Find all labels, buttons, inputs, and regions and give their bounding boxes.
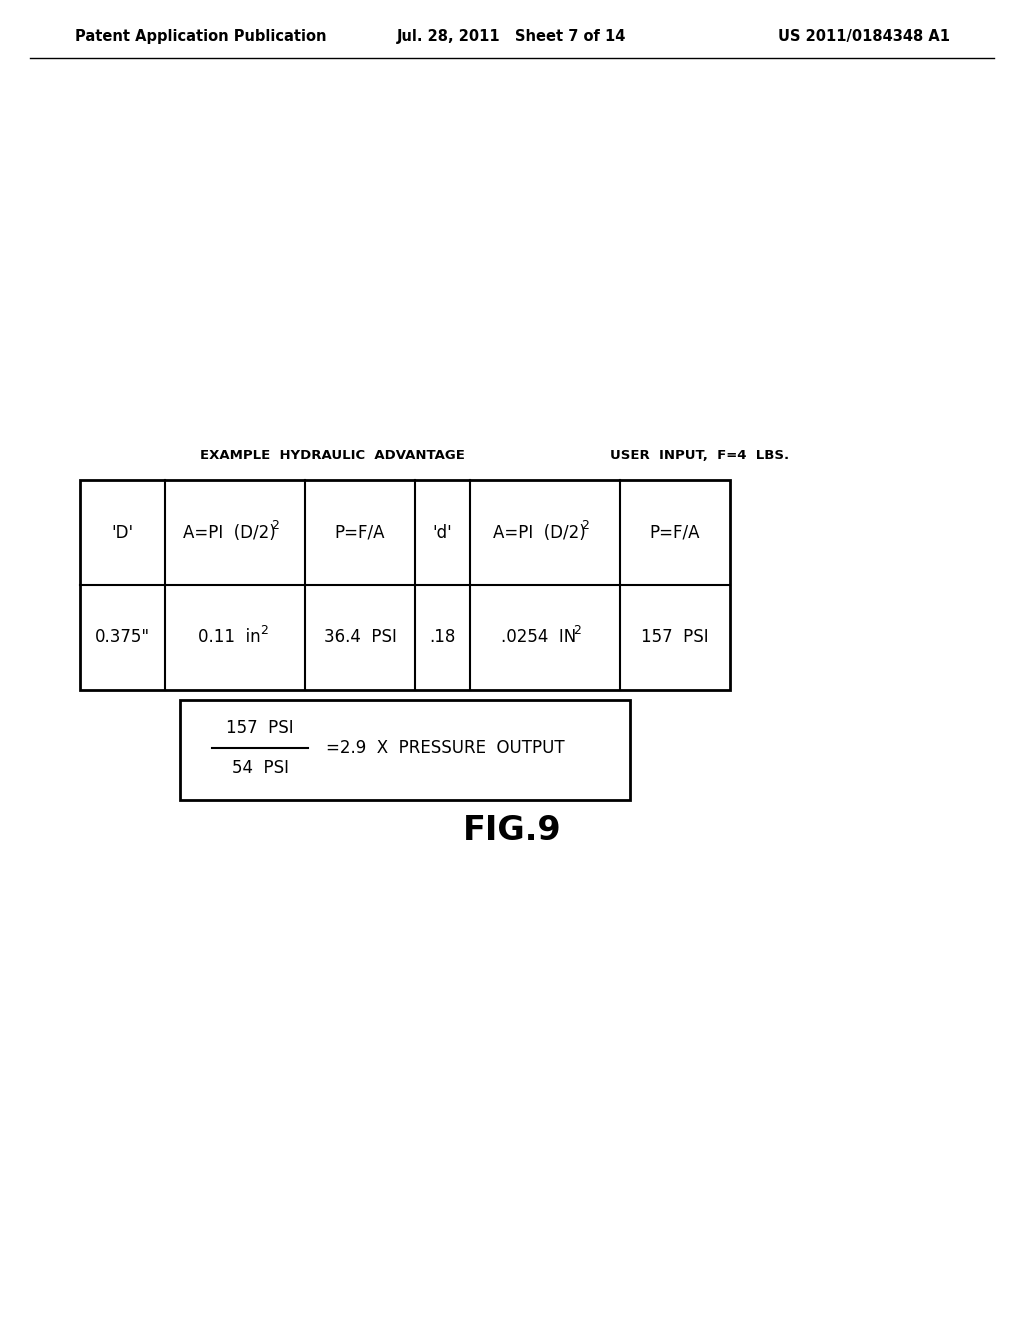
Text: Patent Application Publication: Patent Application Publication xyxy=(75,29,327,45)
Text: 2: 2 xyxy=(260,624,267,638)
Text: EXAMPLE  HYDRAULIC  ADVANTAGE: EXAMPLE HYDRAULIC ADVANTAGE xyxy=(200,449,465,462)
Text: 2: 2 xyxy=(582,519,589,532)
Text: 0.375": 0.375" xyxy=(95,628,151,647)
Text: 157  PSI: 157 PSI xyxy=(641,628,709,647)
Text: 2: 2 xyxy=(573,624,582,638)
Text: 'd': 'd' xyxy=(432,524,453,541)
Text: A=PI  (D/2): A=PI (D/2) xyxy=(182,524,275,541)
Text: P=F/A: P=F/A xyxy=(650,524,700,541)
Bar xyxy=(80,480,730,690)
Text: .18: .18 xyxy=(429,628,456,647)
Text: 157  PSI: 157 PSI xyxy=(226,719,294,737)
Text: 54  PSI: 54 PSI xyxy=(231,759,289,777)
Text: A=PI  (D/2): A=PI (D/2) xyxy=(493,524,586,541)
Text: FIG.9: FIG.9 xyxy=(463,813,561,846)
Text: US 2011/0184348 A1: US 2011/0184348 A1 xyxy=(778,29,950,45)
Text: P=F/A: P=F/A xyxy=(335,524,385,541)
Bar xyxy=(180,700,630,800)
Text: 36.4  PSI: 36.4 PSI xyxy=(324,628,396,647)
Text: 0.11  in: 0.11 in xyxy=(198,628,260,647)
Text: Jul. 28, 2011   Sheet 7 of 14: Jul. 28, 2011 Sheet 7 of 14 xyxy=(397,29,627,45)
Text: 'D': 'D' xyxy=(112,524,133,541)
Text: USER  INPUT,  F=4  LBS.: USER INPUT, F=4 LBS. xyxy=(610,449,790,462)
Text: 2: 2 xyxy=(271,519,280,532)
Text: =2.9  X  PRESSURE  OUTPUT: =2.9 X PRESSURE OUTPUT xyxy=(326,739,564,756)
Text: .0254  IN: .0254 IN xyxy=(502,628,577,647)
